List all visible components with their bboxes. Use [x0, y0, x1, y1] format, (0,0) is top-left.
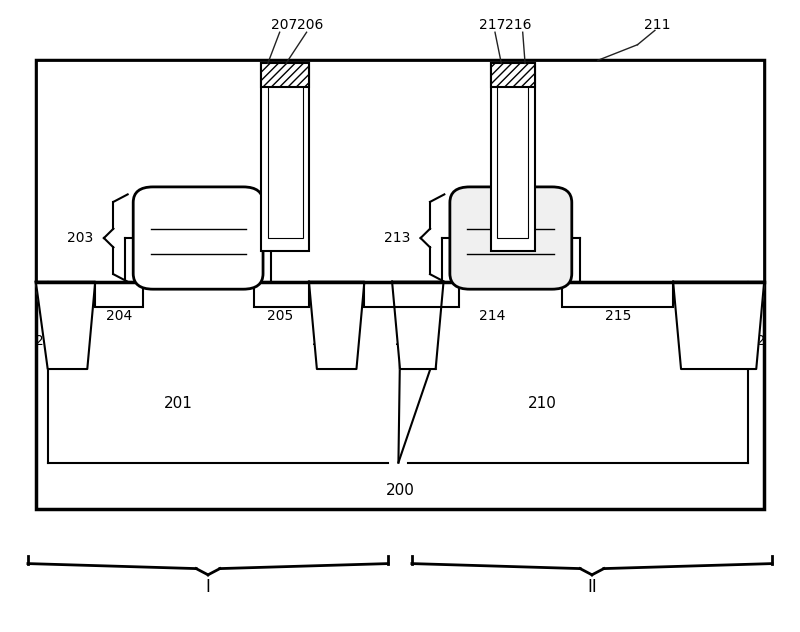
Text: 201: 201	[164, 396, 193, 411]
Text: 217: 217	[479, 18, 506, 32]
Text: II: II	[587, 578, 598, 597]
Polygon shape	[36, 282, 95, 369]
FancyBboxPatch shape	[134, 187, 263, 289]
FancyBboxPatch shape	[450, 187, 572, 289]
Text: 207: 207	[270, 18, 297, 32]
Bar	[491, 63, 534, 250]
Bar	[268, 82, 302, 238]
Bar	[36, 60, 764, 509]
Text: 202: 202	[394, 334, 421, 348]
Text: 204: 204	[106, 309, 132, 323]
Text: 214: 214	[479, 309, 506, 323]
Text: 216: 216	[506, 18, 532, 32]
Bar	[95, 282, 142, 307]
Bar	[498, 82, 528, 238]
Polygon shape	[309, 282, 364, 369]
Bar	[36, 60, 764, 282]
Text: 210: 210	[528, 396, 557, 411]
Text: I: I	[205, 578, 210, 597]
Bar	[254, 282, 309, 307]
Text: 202: 202	[34, 334, 61, 348]
Text: 203: 203	[67, 231, 94, 245]
Text: 200: 200	[386, 483, 414, 498]
Text: 215: 215	[605, 309, 631, 323]
Bar	[262, 63, 309, 87]
Polygon shape	[392, 282, 443, 369]
Bar	[491, 63, 534, 87]
Text: 205: 205	[266, 309, 293, 323]
Text: 211: 211	[644, 18, 670, 32]
Polygon shape	[673, 282, 764, 369]
Bar	[364, 282, 459, 307]
Bar	[562, 282, 673, 307]
Text: 202: 202	[739, 334, 766, 348]
Text: 213: 213	[384, 231, 410, 245]
Text: 202: 202	[312, 334, 338, 348]
Bar	[262, 63, 309, 250]
Text: 206: 206	[298, 18, 324, 32]
